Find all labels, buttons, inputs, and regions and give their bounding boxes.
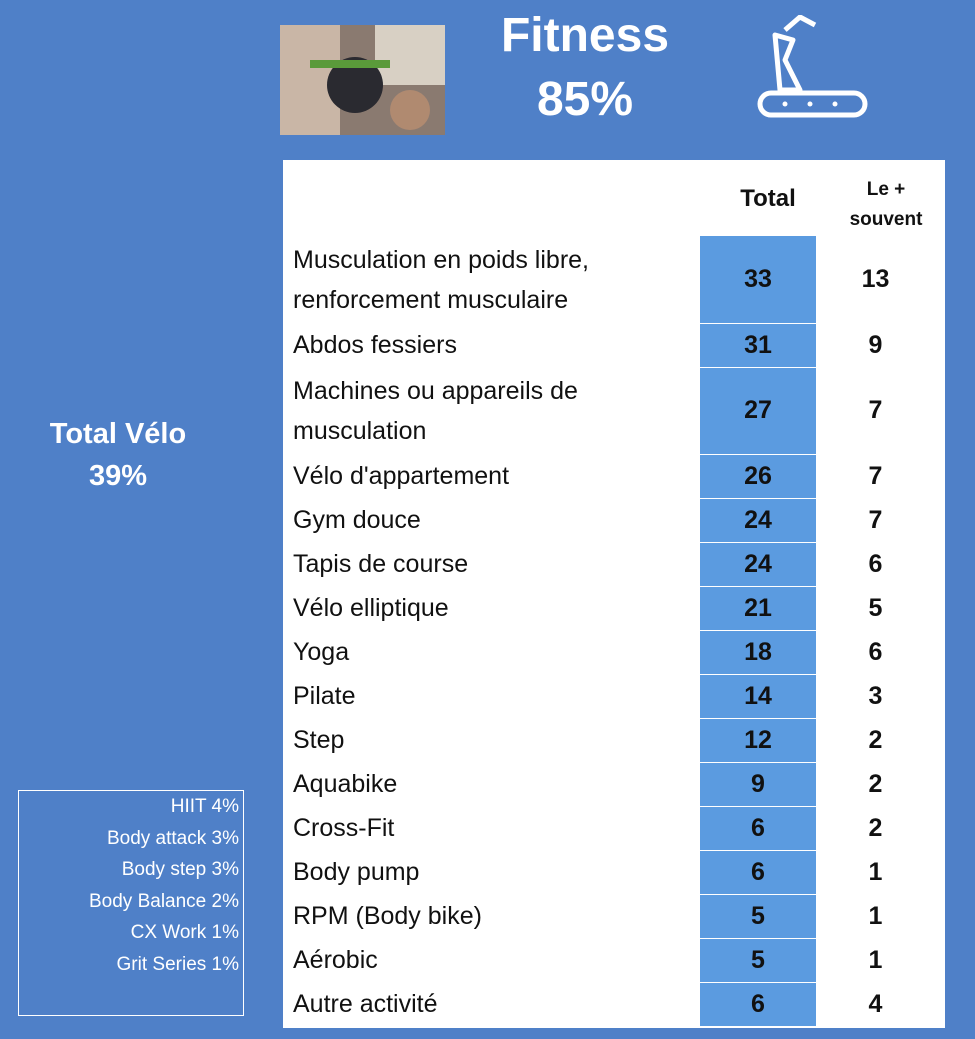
activity-label: Vélo elliptique bbox=[283, 586, 700, 630]
activity-label: Tapis de course bbox=[283, 542, 700, 586]
total-value: 6 bbox=[700, 982, 816, 1026]
total-velo-label: Total Vélo bbox=[8, 418, 228, 451]
other-activity: Grit Series 1% bbox=[19, 949, 243, 981]
often-value: 5 bbox=[816, 586, 935, 630]
often-value: 9 bbox=[816, 323, 935, 367]
treadmill-icon bbox=[745, 15, 875, 130]
total-value: 26 bbox=[700, 454, 816, 498]
table-row: Musculation en poids libre, renforcement… bbox=[283, 236, 935, 323]
often-value: 13 bbox=[816, 236, 935, 323]
activity-label: Aquabike bbox=[283, 762, 700, 806]
total-value: 18 bbox=[700, 630, 816, 674]
activity-label: Abdos fessiers bbox=[283, 323, 700, 367]
activity-label: Pilate bbox=[283, 674, 700, 718]
activity-label: Musculation en poids libre, renforcement… bbox=[283, 236, 700, 323]
total-value: 5 bbox=[700, 938, 816, 982]
often-value: 2 bbox=[816, 718, 935, 762]
often-value: 4 bbox=[816, 982, 935, 1026]
activity-label: Vélo d'appartement bbox=[283, 454, 700, 498]
title: Fitness bbox=[455, 8, 715, 63]
total-value: 6 bbox=[700, 806, 816, 850]
other-activity: Body step 3% bbox=[19, 854, 243, 886]
activity-label: Yoga bbox=[283, 630, 700, 674]
activity-label: Step bbox=[283, 718, 700, 762]
often-value: 7 bbox=[816, 454, 935, 498]
fitness-photo bbox=[280, 25, 445, 135]
often-value: 1 bbox=[816, 938, 935, 982]
often-value: 2 bbox=[816, 806, 935, 850]
often-value: 2 bbox=[816, 762, 935, 806]
column-header: Le + souvent bbox=[836, 175, 936, 235]
activity-label: Gym douce bbox=[283, 498, 700, 542]
score: 85% bbox=[455, 72, 715, 127]
total-value: 14 bbox=[700, 674, 816, 718]
activity-label: RPM (Body bike) bbox=[283, 894, 700, 938]
activity-label: Machines ou appareils de musculation bbox=[283, 367, 700, 454]
total-value: 5 bbox=[700, 894, 816, 938]
other-activity: HIIT 4% bbox=[19, 791, 243, 823]
total-value: 6 bbox=[700, 850, 816, 894]
other-activity: CX Work 1% bbox=[19, 917, 243, 949]
other-activity: Body attack 3% bbox=[19, 823, 243, 855]
total-value: 31 bbox=[700, 323, 816, 367]
often-value: 3 bbox=[816, 674, 935, 718]
column-header: Total bbox=[710, 185, 826, 213]
total-value: 24 bbox=[700, 542, 816, 586]
total-value: 9 bbox=[700, 762, 816, 806]
total-value: 27 bbox=[700, 367, 816, 454]
activity-label: Body pump bbox=[283, 850, 700, 894]
other-activity: Body Balance 2% bbox=[19, 886, 243, 918]
often-value: 6 bbox=[816, 542, 935, 586]
activity-table: Musculation en poids libre, renforcement… bbox=[283, 236, 935, 1027]
total-velo-value: 39% bbox=[8, 460, 228, 493]
total-value: 21 bbox=[700, 586, 816, 630]
activity-label: Autre activité bbox=[283, 982, 700, 1026]
total-value: 12 bbox=[700, 718, 816, 762]
activity-label: Aérobic bbox=[283, 938, 700, 982]
often-value: 1 bbox=[816, 850, 935, 894]
often-value: 7 bbox=[816, 367, 935, 454]
often-value: 7 bbox=[816, 498, 935, 542]
page: Fitness 85% Total Vélo 39% HIIT 4%Body a… bbox=[0, 0, 975, 1039]
total-value: 24 bbox=[700, 498, 816, 542]
activity-label: Cross-Fit bbox=[283, 806, 700, 850]
total-value: 33 bbox=[700, 236, 816, 323]
often-value: 6 bbox=[816, 630, 935, 674]
other-activities: HIIT 4%Body attack 3%Body step 3%Body Ba… bbox=[18, 790, 244, 1016]
often-value: 1 bbox=[816, 894, 935, 938]
